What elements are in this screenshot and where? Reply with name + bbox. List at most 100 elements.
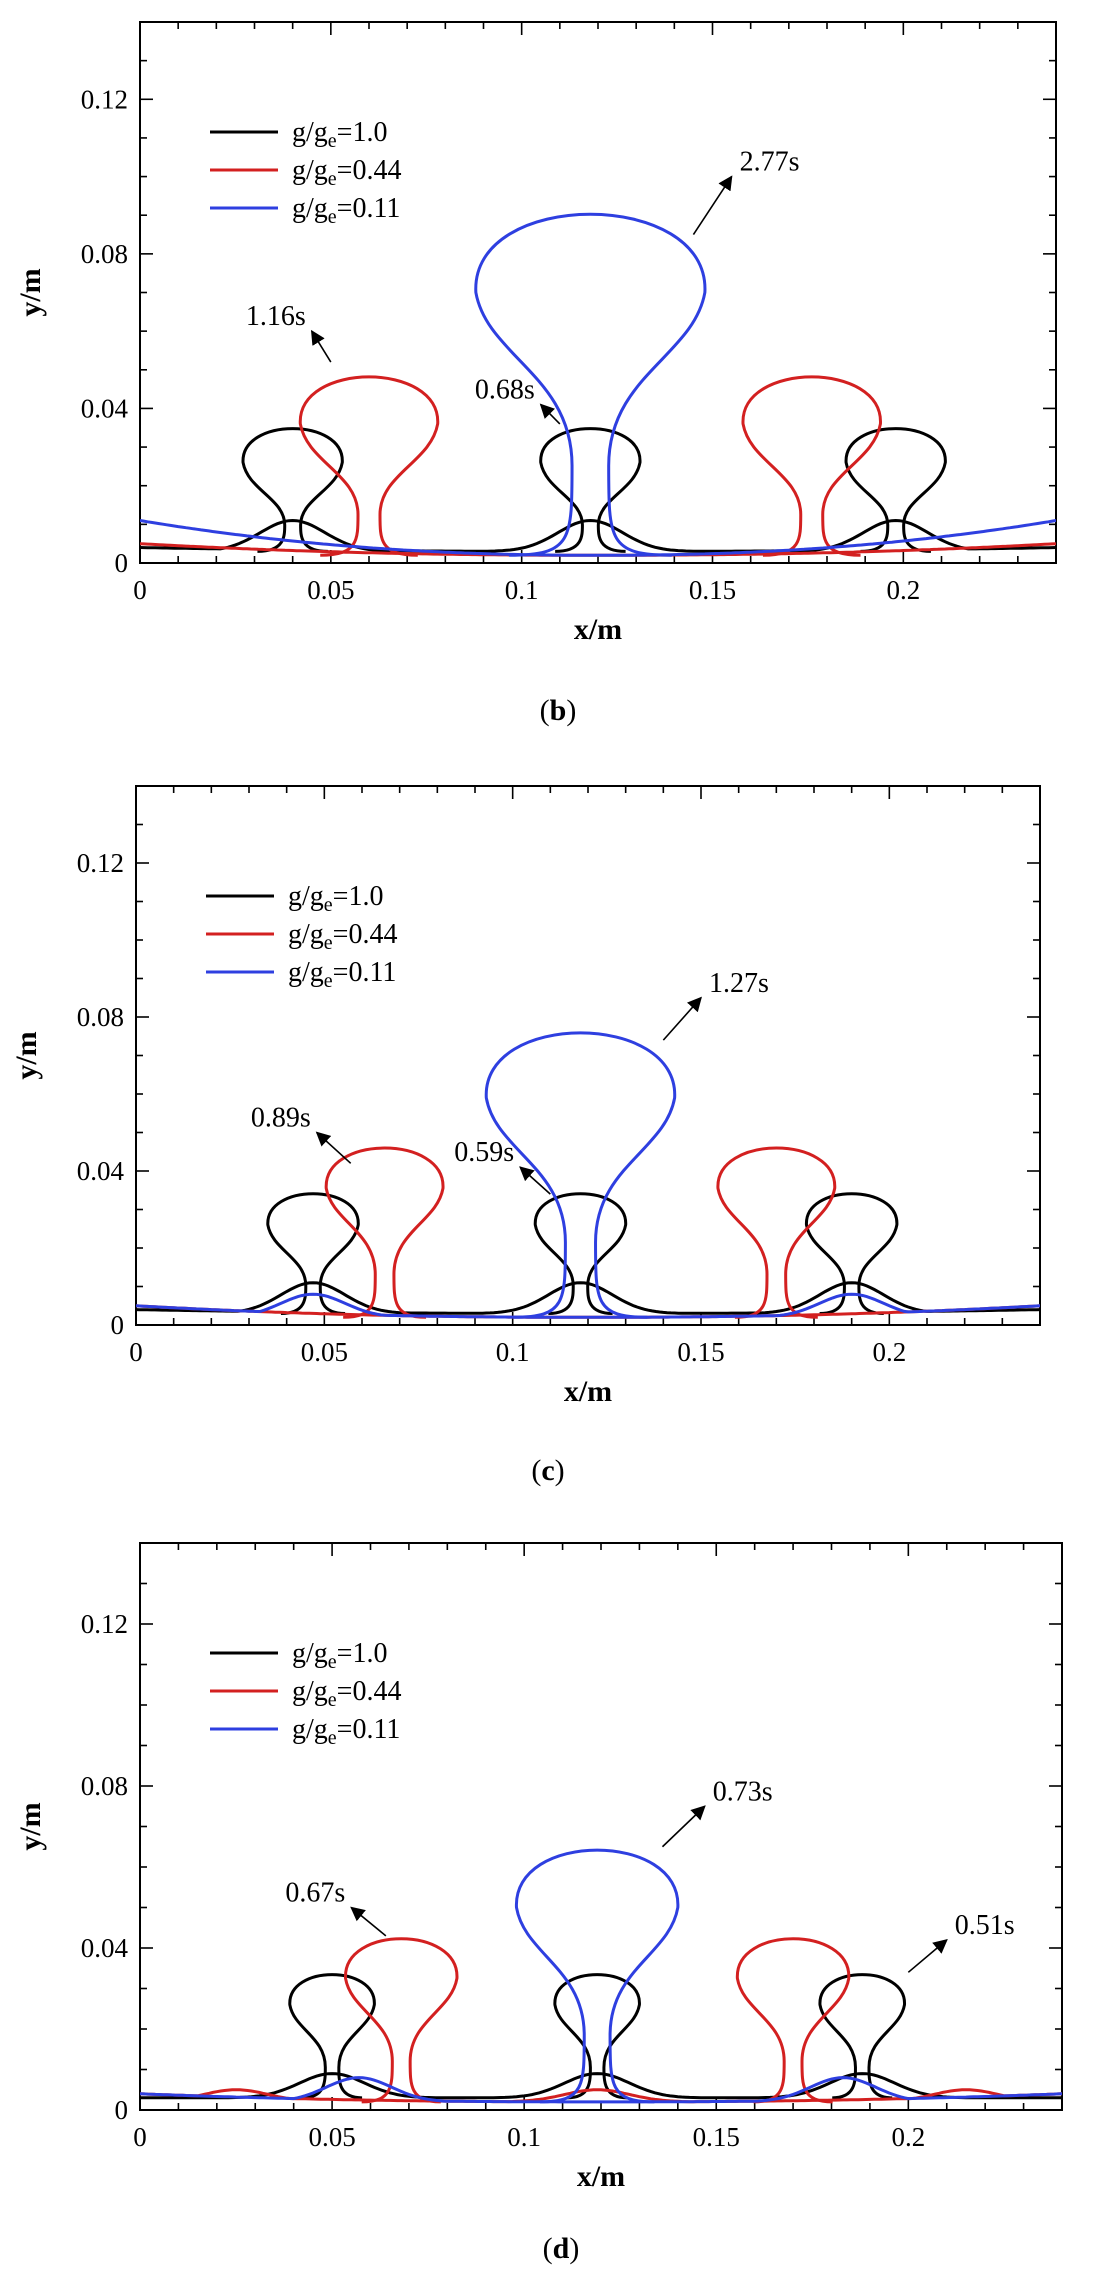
legend-label: g/ge=1.0 [292, 117, 387, 152]
plot-frame [135, 785, 1041, 1326]
y-axis-title: y/m [10, 1031, 43, 1079]
x-tick-label: 0.15 [689, 575, 736, 605]
annotation-label: 0.89s [251, 1103, 311, 1134]
annotation-arrow [350, 1906, 387, 1937]
x-tick-label: 0.15 [693, 2122, 740, 2152]
y-axis-title: y/m [14, 268, 47, 316]
series-2 [140, 212, 1056, 557]
panel-b: 0 0.05 0.1 0.15 0.2 0 0.04 0.08 0.12 x/m y/m 2.77s 1… [14, 21, 1057, 727]
bubble-contour [298, 375, 440, 557]
plot-data [140, 1848, 1062, 2104]
bubble-contour [818, 1973, 906, 2100]
panel-d: 0 0.05 0.1 0.15 0.2 0 0.04 0.08 0.12 x/m y/m 0.73s 0… [14, 1542, 1063, 2265]
x-tick-label: 0.05 [308, 2122, 355, 2152]
legend-label: g/ge=0.11 [292, 1714, 400, 1749]
y-tick-label: 0 [115, 2095, 129, 2125]
x-tick-label: 0 [133, 2122, 147, 2152]
annotation-arrow [315, 1131, 352, 1164]
x-axis-title: x/m [577, 2160, 625, 2193]
series-1 [140, 1937, 1062, 2104]
annotation-arrow [310, 329, 332, 363]
annotation-label: 0.73s [713, 1776, 773, 1807]
bubble-contour [484, 1031, 677, 1319]
x-tick-label: 0 [133, 575, 147, 605]
y-tick-label: 0.12 [77, 848, 124, 878]
legend-label: g/ge=0.44 [288, 919, 397, 954]
panel-caption: (d) [543, 2232, 580, 2265]
bubble-contour [716, 1146, 837, 1319]
legend-label: g/ge=0.11 [288, 957, 396, 992]
y-tick-label: 0 [115, 548, 129, 578]
series-0 [136, 1192, 1040, 1315]
panel-c: 0 0.05 0.1 0.15 0.2 0 0.04 0.08 0.12 x/m y/m 1.27s 0… [10, 785, 1041, 1487]
annotation-label: 0.67s [285, 1878, 345, 1909]
annotation-label: 1.16s [246, 301, 306, 332]
series-2 [140, 1848, 1062, 2104]
legend-label: g/ge=1.0 [292, 1638, 387, 1673]
y-tick-label: 0.04 [81, 393, 129, 423]
y-tick-label: 0.04 [77, 1156, 125, 1186]
panel-caption: (c) [531, 1454, 564, 1487]
y-tick-label: 0.12 [81, 1609, 128, 1639]
y-axis-title: y/m [14, 1802, 47, 1850]
y-tick-label: 0 [111, 1310, 125, 1340]
bubble-contour [241, 427, 344, 553]
y-tick-label: 0.08 [77, 1002, 124, 1032]
bubble-contour [539, 427, 642, 553]
bubble-contour [344, 1937, 459, 2104]
plot-frame [139, 1542, 1063, 2111]
x-tick-label: 0 [129, 1337, 143, 1367]
y-tick-label: 0.08 [81, 1771, 128, 1801]
bubble-contour [735, 1937, 851, 2104]
annotation-arrow [519, 1166, 551, 1195]
bubble-contour [288, 1973, 376, 2100]
annotation-label: 0.59s [454, 1137, 514, 1168]
annotation-label: 0.68s [475, 375, 535, 406]
series-0 [140, 1973, 1062, 2100]
bubble-contour [514, 1848, 680, 2104]
bubble-contour [533, 1192, 628, 1315]
bubble-contour [741, 375, 882, 557]
x-tick-label: 0.15 [677, 1337, 724, 1367]
legend: g/ge=1.0g/ge=0.44g/ge=0.11 [206, 881, 397, 992]
annotation-arrow [662, 996, 702, 1041]
x-tick-label: 0.2 [891, 2122, 925, 2152]
x-tick-label: 0.05 [307, 575, 354, 605]
bubble-contour [266, 1192, 360, 1315]
annotation-arrow [539, 403, 561, 425]
annotation-label: 1.27s [709, 968, 769, 999]
legend-label: g/ge=1.0 [288, 881, 383, 916]
y-tick-label: 0.04 [81, 1933, 129, 1963]
film-line [140, 2072, 1062, 2100]
legend-label: g/ge=0.44 [292, 155, 401, 190]
plot-data [140, 212, 1056, 557]
x-tick-label: 0.2 [872, 1337, 906, 1367]
bubble-contour [844, 427, 947, 553]
x-tick-label: 0.2 [886, 575, 920, 605]
x-axis-title: x/m [564, 1375, 612, 1408]
x-tick-label: 0.1 [507, 2122, 541, 2152]
annotation-arrow [692, 175, 733, 235]
x-axis-title: x/m [574, 613, 622, 646]
bubble-contour [804, 1192, 899, 1315]
annotation-label: 2.77s [740, 147, 800, 178]
legend-label: g/ge=0.11 [292, 193, 400, 228]
y-tick-label: 0.08 [81, 239, 128, 269]
legend: g/ge=1.0g/ge=0.44g/ge=0.11 [210, 117, 401, 228]
legend-label: g/ge=0.44 [292, 1676, 401, 1711]
panel-caption: (b) [540, 694, 577, 727]
plot-data [136, 1031, 1040, 1319]
bubble-contour [553, 1973, 641, 2100]
annotation-arrow [661, 1805, 706, 1848]
x-tick-label: 0.1 [505, 575, 539, 605]
annotation-label: 0.51s [955, 1910, 1015, 1941]
film-line [140, 519, 1056, 557]
annotation-arrow [907, 1938, 948, 1973]
film-line [136, 1292, 1040, 1319]
bubble-contour [474, 212, 707, 557]
y-tick-label: 0.12 [81, 84, 128, 114]
series-2 [136, 1031, 1040, 1319]
plot-frame [139, 21, 1057, 564]
legend: g/ge=1.0g/ge=0.44g/ge=0.11 [210, 1638, 401, 1749]
